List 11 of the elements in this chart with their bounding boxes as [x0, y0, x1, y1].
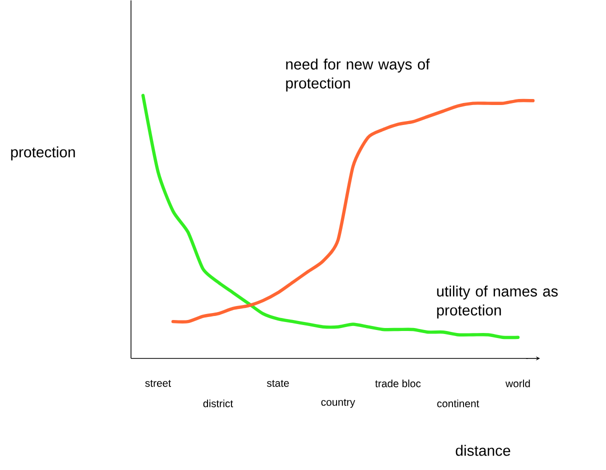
y-axis-title: protection — [11, 146, 75, 160]
x-tick-label: district — [203, 399, 234, 408]
series-label: utility of names as protection — [437, 285, 558, 318]
x-tick-label: street — [145, 380, 172, 387]
x-tick-label: trade bloc — [375, 379, 421, 388]
x-tick-label: country — [321, 398, 356, 408]
x-tick-label: state — [266, 380, 289, 387]
series-label: need for new ways of protection — [286, 58, 430, 92]
x-tick-label: world — [506, 379, 530, 388]
x-tick-label: continent — [437, 399, 480, 408]
x-axis-title: distance — [456, 444, 510, 456]
